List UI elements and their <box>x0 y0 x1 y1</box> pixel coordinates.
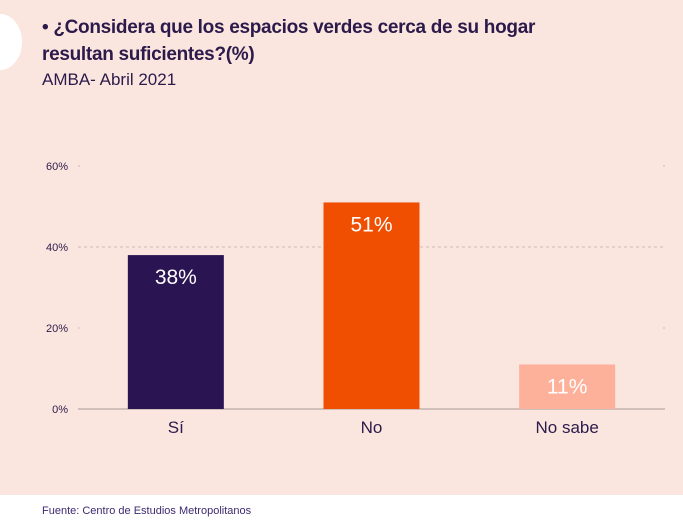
y-tick-label: 0% <box>52 404 68 416</box>
source-note: Fuente: Centro de Estudios Metropolitano… <box>42 505 252 517</box>
bar-0 <box>127 255 224 409</box>
y-tick-label: 20% <box>46 323 68 335</box>
y-tick-label: 60% <box>46 161 68 173</box>
category-label: Sí <box>168 418 184 437</box>
data-label: 11% <box>547 375 587 398</box>
category-label: No sabe <box>536 418 599 437</box>
decorative-circle <box>0 14 22 70</box>
chart-title: • ¿Considera que los espacios verdes cer… <box>42 17 536 65</box>
y-tick-label: 40% <box>46 242 68 254</box>
bar-chart: 0% 20% 40% 60% 38% Sí 51% No 11% No sabe <box>46 161 665 437</box>
data-label: 51% <box>350 213 392 236</box>
data-label: 38% <box>155 266 197 289</box>
category-label: No <box>361 418 383 437</box>
bar-2 <box>519 364 616 409</box>
bar-1 <box>323 202 420 409</box>
chart-subtitle: AMBA- Abril 2021 <box>42 70 177 89</box>
